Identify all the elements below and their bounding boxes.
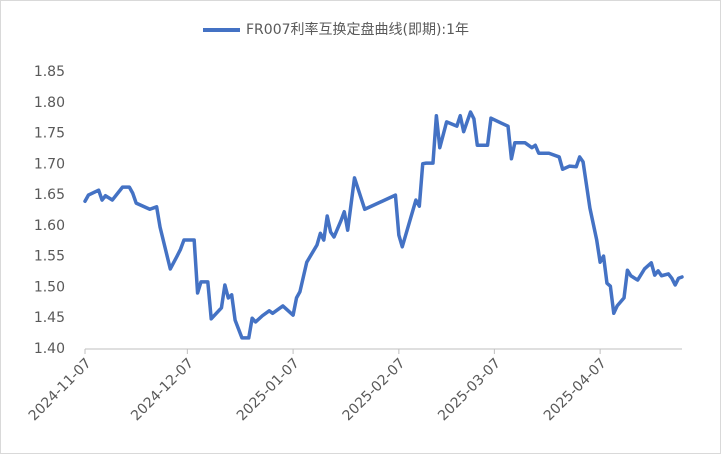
- y-tick-label: 1.50: [34, 279, 65, 295]
- y-tick-label: 1.45: [34, 310, 65, 326]
- y-tick-label: 1.40: [34, 341, 65, 357]
- y-tick-label: 1.75: [34, 126, 65, 142]
- y-tick-label: 1.70: [34, 156, 65, 172]
- y-tick-label: 1.65: [34, 187, 65, 203]
- y-tick-label: 1.85: [34, 64, 65, 80]
- line-series: [83, 110, 684, 340]
- y-tick-label: 1.55: [34, 249, 65, 265]
- y-tick-label: 1.80: [34, 95, 65, 111]
- y-tick-label: 1.60: [34, 218, 65, 234]
- legend-label: FR007利率互换定盘曲线(即期):1年: [246, 21, 469, 38]
